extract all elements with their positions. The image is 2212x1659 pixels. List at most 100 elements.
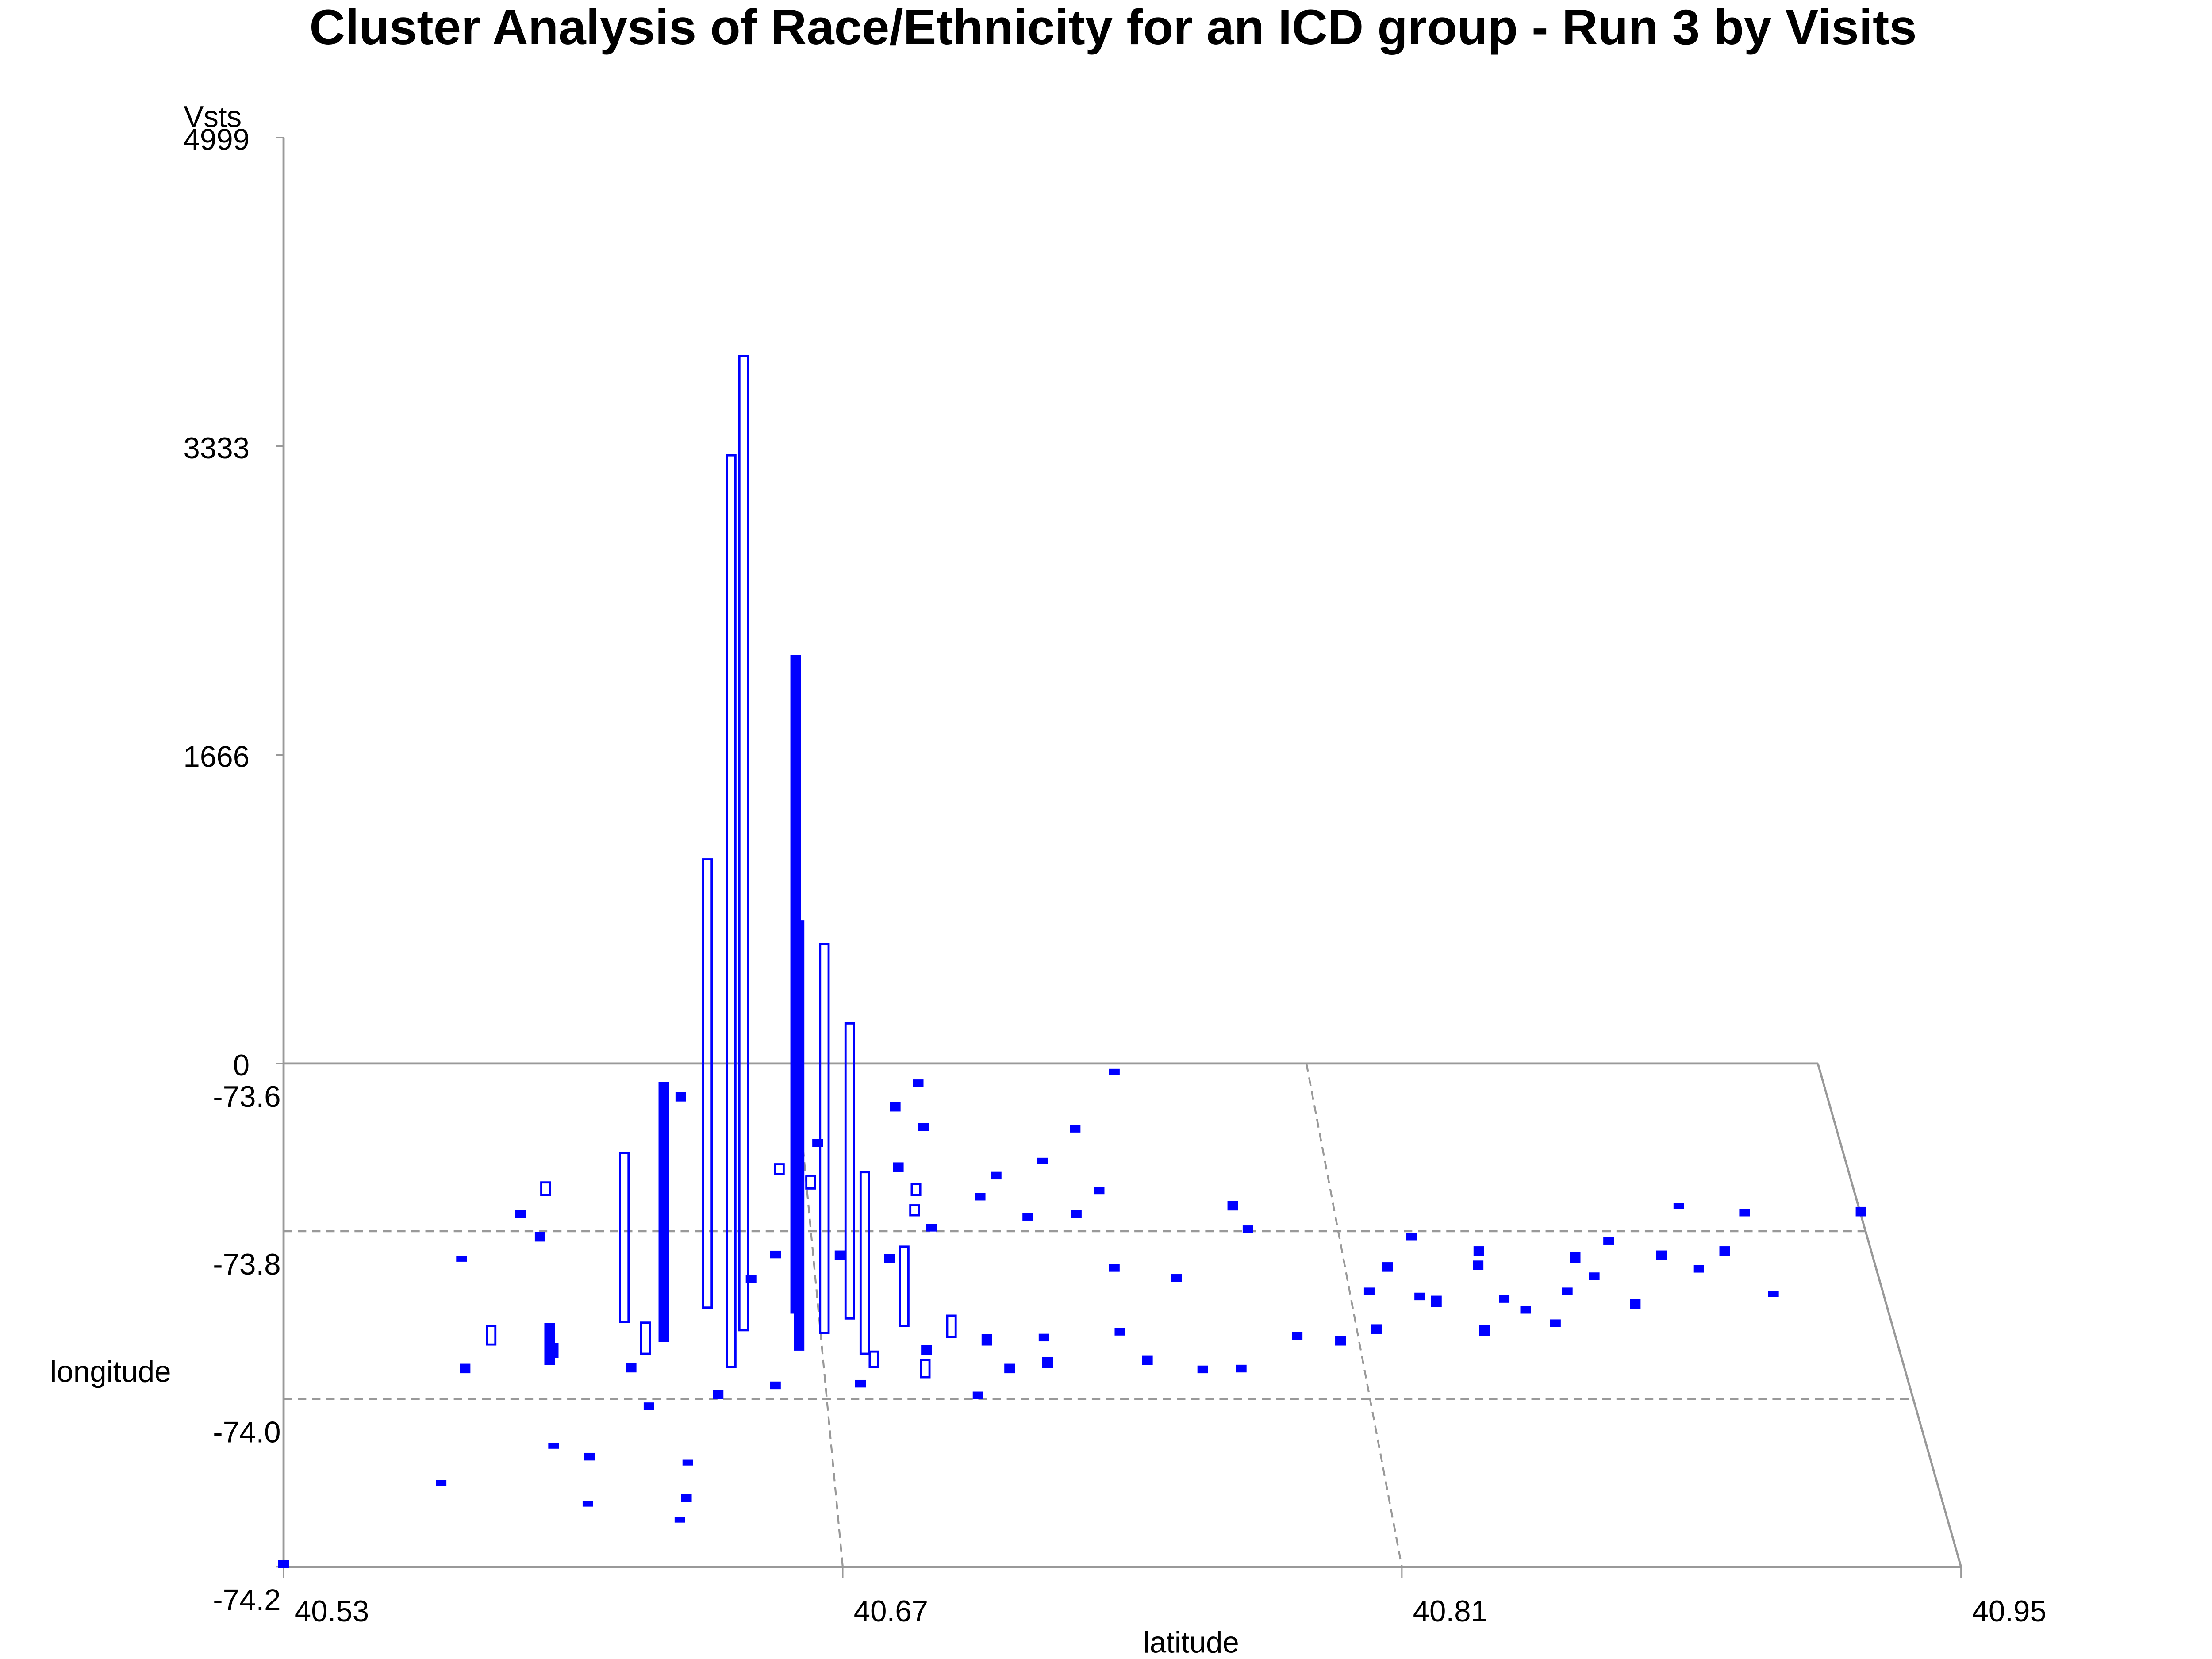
bar — [1236, 1364, 1247, 1373]
bar — [1431, 1295, 1442, 1307]
bar — [909, 1204, 920, 1217]
bar — [1855, 1206, 1866, 1217]
bar — [1371, 1324, 1382, 1334]
bar — [1473, 1260, 1484, 1270]
bar — [910, 1183, 922, 1196]
bar — [1550, 1319, 1561, 1327]
bar — [726, 454, 737, 1368]
bar — [1142, 1355, 1153, 1365]
bar — [1382, 1262, 1393, 1272]
bar — [972, 1391, 983, 1399]
bar — [774, 1163, 785, 1175]
z-tick-label: -74.2 — [213, 1584, 280, 1617]
bar — [1520, 1306, 1531, 1314]
bar — [921, 1345, 932, 1355]
bar — [540, 1181, 551, 1196]
bar — [1004, 1363, 1015, 1374]
bar — [1171, 1274, 1182, 1282]
bar — [658, 1082, 669, 1342]
bar — [548, 1443, 559, 1449]
bar — [456, 1256, 467, 1262]
bar — [619, 1152, 630, 1323]
bar — [844, 1022, 855, 1320]
bar — [1227, 1201, 1238, 1211]
bar — [1570, 1252, 1581, 1263]
chart-title: Cluster Analysis of Race/Ethnicity for a… — [309, 0, 1916, 55]
bar — [1739, 1209, 1750, 1217]
bar — [1042, 1356, 1053, 1368]
y-tick-label: 0 — [233, 1049, 250, 1082]
x-tick-label: 40.95 — [1972, 1595, 2046, 1628]
bar — [1070, 1125, 1081, 1133]
bar — [1768, 1291, 1779, 1297]
bar — [1335, 1336, 1346, 1346]
bar — [1022, 1213, 1033, 1221]
bar — [436, 1480, 447, 1486]
y-tick-label: 3333 — [183, 432, 250, 465]
bar — [1479, 1325, 1490, 1336]
bar — [1292, 1332, 1303, 1340]
bar — [926, 1224, 937, 1232]
bar — [819, 943, 830, 1334]
x-tick-label: 40.67 — [854, 1595, 928, 1628]
bar — [1363, 1287, 1375, 1295]
bar — [486, 1325, 497, 1346]
z-tick-label: -73.8 — [213, 1248, 280, 1281]
bar — [1109, 1264, 1120, 1272]
y-axis-label: Vsts — [184, 100, 242, 134]
bar — [1630, 1299, 1641, 1309]
x-tick-label: 40.53 — [295, 1595, 369, 1628]
bar — [805, 1175, 816, 1190]
bar — [946, 1314, 957, 1338]
bar — [640, 1321, 651, 1355]
bar — [582, 1501, 593, 1507]
bar — [738, 355, 749, 1332]
z-tick-label: -74.0 — [213, 1416, 280, 1449]
bar — [1693, 1265, 1704, 1273]
bar — [899, 1245, 910, 1327]
bar — [1719, 1246, 1730, 1256]
bar — [584, 1452, 595, 1461]
bar — [1406, 1233, 1417, 1241]
bar — [884, 1254, 895, 1263]
bar — [675, 1092, 686, 1102]
bar — [920, 1359, 931, 1379]
bar — [1656, 1250, 1667, 1260]
floor-right-edge — [1816, 1063, 1962, 1567]
bar — [893, 1162, 904, 1172]
bar — [702, 858, 713, 1309]
y-tick-label: 4999 — [183, 123, 250, 156]
bar — [682, 1459, 693, 1466]
bar — [913, 1079, 924, 1087]
bar — [460, 1363, 471, 1374]
bar — [1109, 1068, 1120, 1075]
bar — [1562, 1287, 1573, 1295]
bar — [1037, 1157, 1048, 1164]
bar — [1414, 1292, 1425, 1301]
y-tick-label: 1666 — [183, 741, 250, 774]
bar — [1673, 1203, 1684, 1209]
x-tick-label: 40.81 — [1413, 1595, 1487, 1628]
bar — [794, 920, 805, 1351]
bar — [975, 1193, 986, 1201]
bar — [918, 1123, 929, 1131]
x-axis-label: latitude — [1143, 1626, 1239, 1659]
bar — [681, 1494, 692, 1502]
bar — [770, 1381, 781, 1390]
bar — [278, 1560, 289, 1568]
z-tick-label: -73.6 — [213, 1080, 280, 1114]
bar — [834, 1250, 845, 1260]
bar — [981, 1334, 992, 1346]
bar — [626, 1363, 637, 1373]
bar — [1197, 1365, 1208, 1374]
bar — [1473, 1246, 1484, 1256]
bar — [643, 1402, 654, 1410]
bar — [890, 1102, 901, 1112]
bar — [812, 1139, 823, 1147]
bar — [515, 1210, 526, 1218]
z-axis-label: longitude — [50, 1356, 171, 1389]
bar — [991, 1171, 1002, 1180]
bar — [859, 1171, 870, 1355]
